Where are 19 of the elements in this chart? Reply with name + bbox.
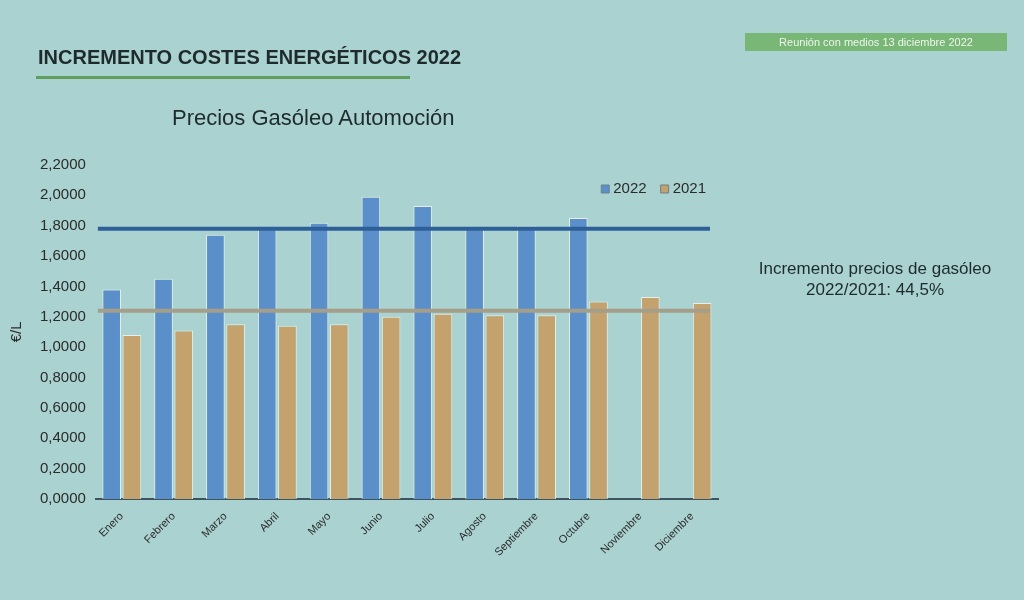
y-tick-label: 0,6000 bbox=[39, 397, 86, 415]
y-tick-label: 1,2000 bbox=[39, 306, 86, 324]
y-tick-label: 0,8000 bbox=[39, 367, 86, 385]
y-tick-label: 0,2000 bbox=[39, 458, 86, 476]
y-tick-label: 1,0000 bbox=[39, 337, 86, 355]
chart-subtitle: Precios Gasóleo Automoción bbox=[172, 105, 455, 131]
y-tick-label: 1,6000 bbox=[39, 246, 86, 264]
y-tick-label: 0,4000 bbox=[39, 428, 86, 446]
y-tick-label: 1,8000 bbox=[39, 215, 86, 233]
chart-title: INCREMENTO COSTES ENERGÉTICOS 2022 bbox=[38, 46, 462, 69]
text: Incremento precios de gasóleo 2022/2021: 44,5% bbox=[757, 258, 993, 300]
y-axis-title: €/L bbox=[7, 321, 25, 343]
y-tick-label: 2,2000 bbox=[39, 155, 86, 173]
y-tick-label: 0,0000 bbox=[39, 489, 86, 507]
legend-label: 2022 bbox=[613, 179, 647, 197]
y-tick-label: 1,4000 bbox=[39, 276, 86, 294]
y-tick-label: 2,0000 bbox=[39, 185, 86, 203]
legend-label: 2021 bbox=[672, 179, 707, 197]
text: Reunión con medios 13 diciembre 2022 bbox=[745, 33, 1007, 51]
